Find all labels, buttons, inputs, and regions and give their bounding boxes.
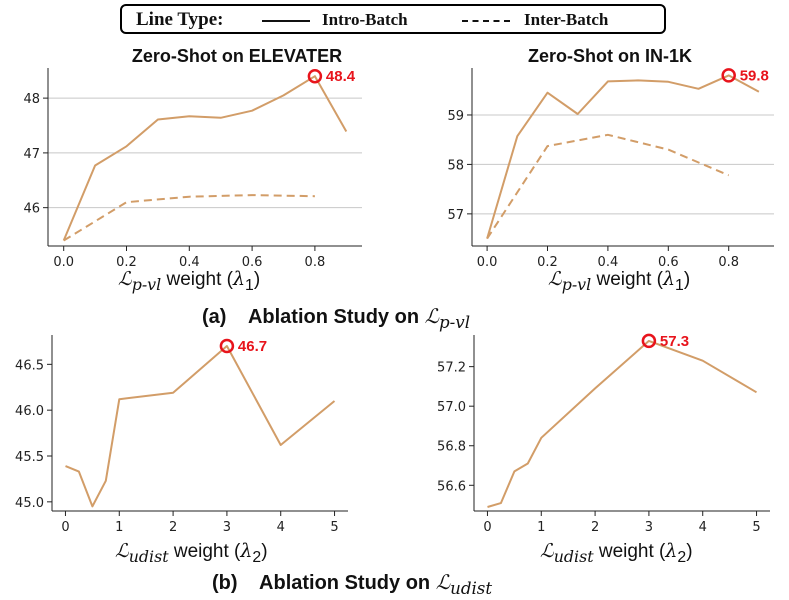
caption-b-text: Ablation Study on <box>259 572 431 594</box>
xlabel-3-param-sub: 2 <box>252 548 262 566</box>
legend-swatch-solid <box>262 20 310 22</box>
x-tick-label-4-4: 4 <box>699 520 707 535</box>
series-line-3-intro-batch <box>65 345 336 508</box>
y-tick-label-4-0: 56.6 <box>437 479 466 494</box>
panel-title-elevater: Zero-Shot on ELEVATER <box>131 46 343 66</box>
x-tick-label-2-1: 0.2 <box>537 255 558 270</box>
xlabel-4-param: λ <box>665 540 678 562</box>
x-tick-label-1-2: 0.4 <box>179 255 200 270</box>
xlabel-3-param: λ <box>240 540 253 562</box>
x-tick-label-1-3: 0.6 <box>242 255 263 270</box>
xlabel-chart-4: ℒudist weight (λ2) <box>540 540 693 566</box>
xlabel-4-param-sub: 2 <box>677 548 687 566</box>
panel-title-in1k: Zero-Shot on IN-1K <box>528 46 692 66</box>
caption-b-symbol: ℒ <box>435 570 451 594</box>
series-line-4-intro-batch <box>487 339 758 508</box>
xlabel-1-subscript: p-vl <box>131 274 162 294</box>
xlabel-1-param: λ <box>233 268 246 290</box>
highlight-label-1: 48.4 <box>326 68 356 85</box>
y-tick-label-4-1: 56.8 <box>437 440 466 455</box>
legend-label-inter-batch: Inter-Batch <box>524 10 609 29</box>
y-tick-label-3-1: 45.5 <box>15 450 44 465</box>
legend-title: Line Type: <box>136 9 224 30</box>
x-tick-label-3-1: 1 <box>115 520 123 535</box>
x-tick-label-2-0: 0.0 <box>477 255 498 270</box>
y-tick-label-4-2: 57.0 <box>437 400 466 415</box>
x-tick-label-1-4: 0.8 <box>305 255 326 270</box>
y-tick-label-3-3: 46.5 <box>15 358 44 373</box>
y-tick-label-1-0: 46 <box>23 202 40 217</box>
x-tick-label-1-0: 0.0 <box>53 255 74 270</box>
highlight-marker-1 <box>307 68 323 84</box>
legend-label-intro-batch: Intro-Batch <box>322 10 408 29</box>
series-line-1-intro-batch <box>62 75 348 241</box>
xlabel-2-word: weight <box>596 269 652 290</box>
x-tick-label-2-4: 0.8 <box>718 255 739 270</box>
highlight-marker-4 <box>641 333 657 349</box>
xlabel-chart-2: ℒp-vl weight (λ1) <box>548 268 691 294</box>
xlabel-chart-1: ℒp-vl weight (λ1) <box>118 268 261 294</box>
x-tick-label-4-1: 1 <box>537 520 545 535</box>
caption-a: (a) Ablation Study on ℒp-vl <box>202 304 470 332</box>
caption-a-subscript: p-vl <box>439 313 471 332</box>
xlabel-2-symbol: ℒ <box>548 268 562 290</box>
xlabel-4-symbol: ℒ <box>540 540 554 562</box>
x-tick-label-3-5: 5 <box>330 520 338 535</box>
y-tick-label-4-3: 57.2 <box>437 361 466 376</box>
highlight-label-2: 59.8 <box>740 67 769 84</box>
y-tick-label-2-0: 57 <box>447 208 464 223</box>
y-tick-label-3-0: 45.0 <box>15 496 44 511</box>
x-tick-label-3-0: 0 <box>61 520 69 535</box>
legend-swatch-dashed <box>462 20 510 22</box>
xlabel-chart-3: ℒudist weight (λ2) <box>115 540 268 566</box>
highlight-label-4: 57.3 <box>660 333 689 350</box>
xlabel-2-param: λ <box>663 268 676 290</box>
xlabel-1-word: weight <box>166 269 222 290</box>
x-tick-label-3-3: 3 <box>223 520 231 535</box>
y-tick-label-2-1: 58 <box>447 158 464 173</box>
xlabel-2-param-sub: 1 <box>675 276 684 294</box>
x-tick-label-4-2: 2 <box>591 520 599 535</box>
xlabel-2-subscript: p-vl <box>561 274 592 294</box>
caption-b: (b) Ablation Study on ℒudist <box>212 570 492 598</box>
x-tick-label-4-5: 5 <box>752 520 760 535</box>
x-tick-label-2-2: 0.4 <box>598 255 619 270</box>
x-tick-label-2-3: 0.6 <box>658 255 679 270</box>
caption-b-tag: (b) <box>212 572 238 594</box>
highlight-marker-2 <box>721 68 736 83</box>
highlight-label-3: 46.7 <box>238 338 267 355</box>
y-tick-label-3-2: 46.0 <box>15 404 44 419</box>
caption-a-tag: (a) <box>202 306 227 328</box>
xlabel-1-param-sub: 1 <box>245 276 254 294</box>
highlight-marker-3 <box>219 338 235 354</box>
caption-b-subscript: udist <box>450 579 493 598</box>
series-line-1-inter-batch <box>63 194 315 242</box>
x-tick-label-4-3: 3 <box>645 520 653 535</box>
xlabel-4-word: weight <box>598 541 654 562</box>
x-tick-label-1-1: 0.2 <box>116 255 137 270</box>
x-tick-label-4-0: 0 <box>483 520 491 535</box>
y-tick-label-2-2: 59 <box>447 109 464 124</box>
xlabel-3-word: weight <box>173 541 229 562</box>
xlabel-1-symbol: ℒ <box>118 268 132 290</box>
series-line-2-intro-batch <box>486 74 760 239</box>
caption-a-text: Ablation Study on <box>247 306 420 328</box>
xlabel-3-symbol: ℒ <box>115 540 129 562</box>
x-tick-label-3-4: 4 <box>277 520 285 535</box>
y-tick-label-1-1: 47 <box>23 147 40 162</box>
x-tick-label-3-2: 2 <box>169 520 177 535</box>
caption-a-symbol: ℒ <box>424 304 439 328</box>
y-tick-label-1-2: 48 <box>23 92 40 107</box>
xlabel-4-subscript: udist <box>553 546 594 566</box>
xlabel-3-subscript: udist <box>128 546 169 566</box>
series-line-2-inter-batch <box>486 133 730 240</box>
legend: Line Type: Intro-Batch Inter-Batch <box>120 4 666 34</box>
